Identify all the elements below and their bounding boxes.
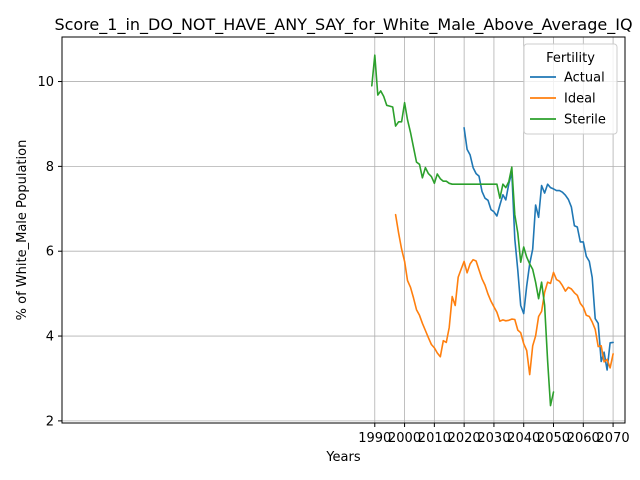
series-line-sterile <box>370 54 555 407</box>
legend-box <box>523 43 618 135</box>
chart-title: Score_1_in_DO_NOT_HAVE_ANY_SAY_for_White… <box>54 15 632 35</box>
y-tick-label: 4 <box>46 330 54 345</box>
plot-frame <box>61 36 626 424</box>
y-tick-label: 8 <box>46 160 54 175</box>
y-tick-label: 6 <box>46 245 54 260</box>
x-tick-label: 2020 <box>448 431 481 446</box>
x-tick-label: 2000 <box>388 431 421 446</box>
series-line-actual <box>463 127 614 371</box>
y-tick-label: 2 <box>46 414 54 429</box>
series-line-ideal <box>394 213 614 376</box>
legend-items: Actual Ideal Sterile <box>530 71 606 128</box>
x-tick-label: 2070 <box>597 431 630 446</box>
legend-title: Fertility <box>546 51 595 66</box>
x-axis-label: Years <box>325 450 361 465</box>
legend-label-ideal: Ideal <box>564 92 596 107</box>
y-tick-label: 10 <box>37 75 54 90</box>
legend-label-sterile: Sterile <box>564 113 606 128</box>
x-tick-label: 1990 <box>358 431 391 446</box>
legend: Fertility Actual Ideal Sterile <box>523 43 618 135</box>
x-tick-label: 2060 <box>567 431 600 446</box>
x-tick-label: 2040 <box>507 431 540 446</box>
y-axis-label: % of White_Male Population <box>15 140 30 321</box>
legend-label-actual: Actual <box>564 71 605 86</box>
x-tick-label: 2010 <box>418 431 451 446</box>
series-lines <box>370 54 614 407</box>
x-tick-label: 2030 <box>477 431 510 446</box>
x-tick-label: 2050 <box>537 431 570 446</box>
